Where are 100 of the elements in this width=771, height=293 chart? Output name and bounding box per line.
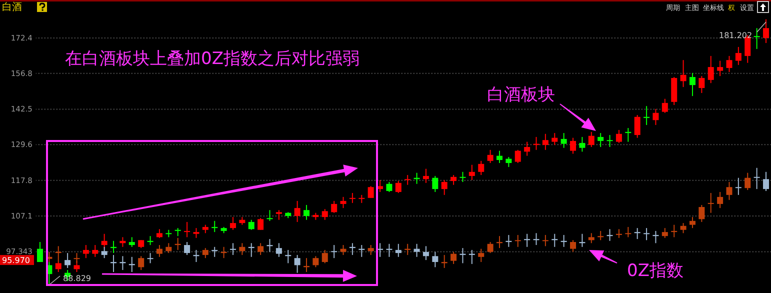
candlestick (266, 210, 273, 222)
candlestick (542, 133, 548, 150)
candlestick (570, 240, 576, 252)
candlestick (570, 137, 576, 154)
candlestick (689, 216, 696, 229)
candlestick (662, 228, 668, 238)
candlestick (128, 236, 135, 248)
candlestick (506, 156, 512, 168)
candlestick (331, 244, 338, 259)
candlestick (331, 200, 338, 214)
candlestick (680, 222, 686, 234)
candlestick (294, 200, 300, 222)
candlestick (460, 171, 466, 182)
candlestick (671, 76, 678, 106)
candlestick (312, 256, 319, 268)
candlestick (542, 234, 548, 247)
candlestick (349, 192, 356, 204)
candlestick (606, 134, 613, 148)
candlestick (184, 221, 190, 238)
candlestick (634, 228, 640, 240)
series-label: 0Z指数 (627, 261, 684, 281)
candlestick (763, 171, 770, 192)
candlestick (698, 204, 705, 222)
candlestick (64, 252, 71, 268)
candlestick (468, 164, 475, 181)
candlestick (754, 28, 760, 50)
candlestick (340, 196, 346, 209)
candlestick (82, 244, 89, 259)
candlestick (634, 114, 640, 138)
candlestick (212, 220, 218, 233)
candlestick (735, 177, 742, 196)
candlestick (294, 254, 300, 274)
candlestick (478, 160, 484, 176)
candlestick (579, 136, 586, 152)
candlestick (662, 98, 668, 114)
candlestick (450, 251, 457, 264)
candlestick (671, 224, 678, 238)
candlestick (441, 180, 448, 196)
candlestick (166, 242, 172, 254)
candlestick (258, 242, 264, 256)
candlestick (735, 46, 742, 66)
candlestick (652, 108, 659, 126)
candlestick (616, 228, 622, 238)
candlestick (644, 106, 650, 126)
candlestick (248, 219, 254, 230)
annotation: 181.202 (719, 31, 752, 40)
candlestick (598, 132, 604, 148)
candlestick (698, 76, 705, 94)
candlestick (524, 141, 530, 156)
candlestick (560, 132, 567, 148)
candlestick (55, 262, 62, 273)
candlestick (552, 132, 558, 146)
series-label: 白酒板块 (487, 85, 555, 105)
candlestick (726, 181, 732, 200)
candlestick (487, 242, 494, 254)
candlestick (432, 175, 438, 192)
candlestick (276, 242, 282, 258)
candlestick (514, 149, 521, 164)
candlestick (276, 210, 282, 220)
candlestick (616, 129, 622, 144)
candlestick (422, 246, 429, 261)
candlestick (395, 180, 402, 194)
candlestick (450, 174, 457, 186)
candlestick (138, 256, 144, 270)
candlestick (588, 232, 594, 244)
candlestick (184, 242, 190, 256)
candlestick (726, 55, 732, 72)
candlestick (193, 228, 200, 238)
candlestick (717, 60, 724, 77)
candlestick (147, 252, 154, 264)
candlestick (404, 174, 411, 186)
candlestick (708, 55, 714, 84)
candlestick (432, 251, 438, 268)
candlestick (625, 226, 632, 238)
candlestick (689, 72, 696, 97)
candlestick (422, 168, 429, 184)
candlestick (680, 60, 686, 88)
candlestick (644, 228, 650, 241)
candlestick (202, 248, 208, 259)
candlestick (717, 191, 724, 209)
chart-title: 白酒 (2, 1, 22, 13)
candlestick (239, 242, 246, 256)
candlestick (744, 172, 751, 191)
candlestick (652, 230, 659, 244)
candlestick (340, 244, 346, 256)
candlestick (754, 167, 760, 190)
candlestick (708, 192, 714, 214)
candlestick (322, 249, 328, 264)
annotation: 在白酒板块上叠加0Z指数之后对比强弱 (65, 49, 360, 69)
candlestick (763, 18, 770, 44)
candlestick (606, 228, 613, 242)
candlestick (487, 149, 494, 164)
candlestick (156, 244, 162, 258)
candlestick (304, 204, 310, 220)
candlestick (258, 218, 264, 230)
candlestick (478, 248, 484, 262)
candlestick (395, 243, 402, 258)
candlestick (514, 234, 521, 248)
candlestick (368, 244, 374, 256)
text: 95.970 (2, 256, 30, 265)
